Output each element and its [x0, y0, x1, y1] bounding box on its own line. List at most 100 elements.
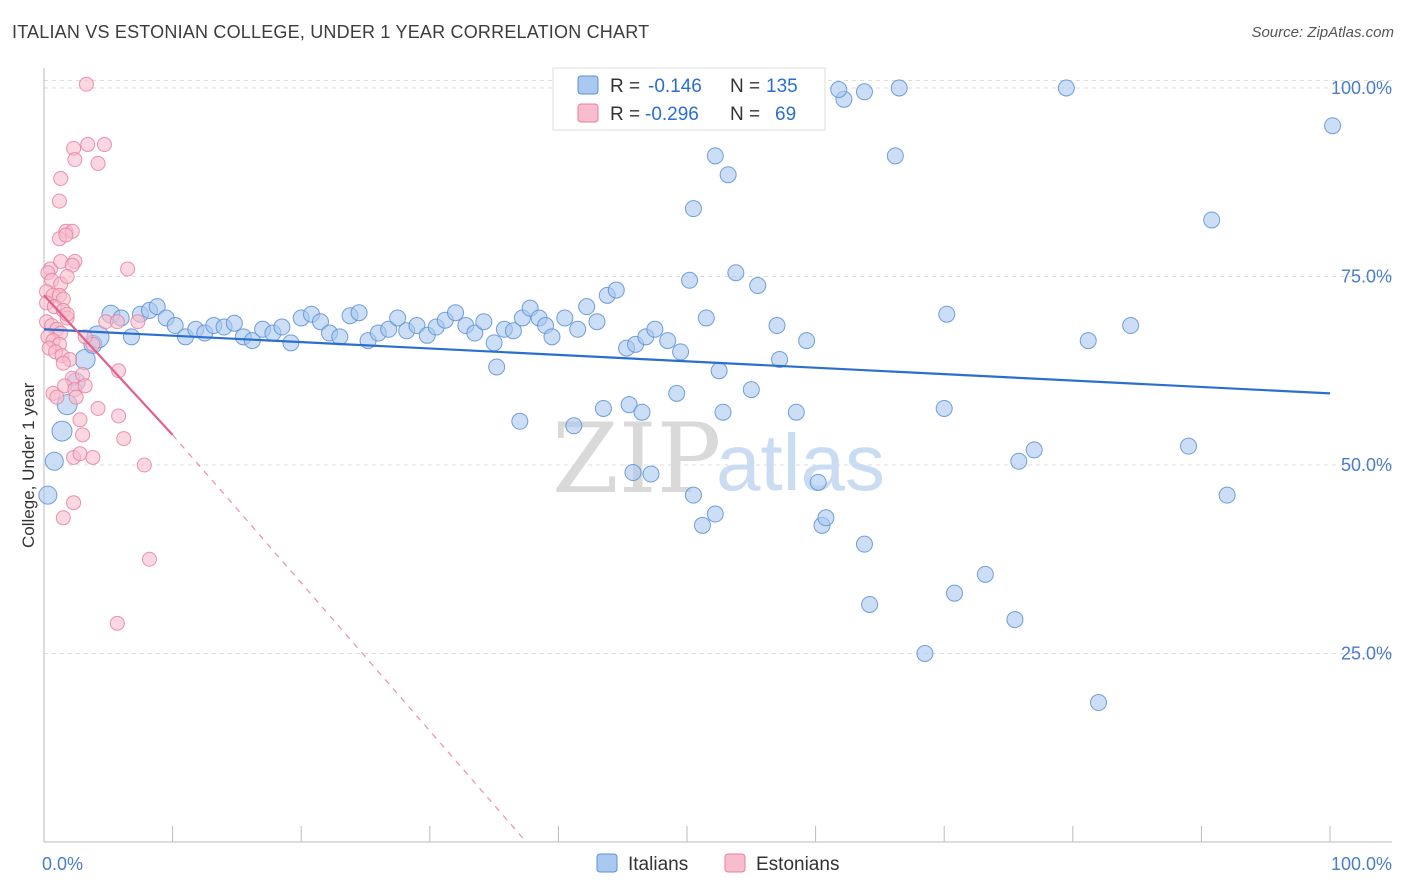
legend-swatch-italians — [577, 75, 599, 95]
italians-point-104 — [916, 645, 934, 662]
series-legend: Italians Estonians — [596, 853, 839, 875]
italians-point-44 — [447, 304, 465, 322]
italians-point-34 — [350, 304, 368, 322]
y-tick-label-25: 25.0% — [1341, 644, 1392, 664]
estonians-point-61 — [72, 446, 88, 462]
italians-point-26 — [273, 318, 291, 336]
axes — [43, 68, 1392, 843]
italians-point-91 — [771, 350, 789, 368]
italians-point-119 — [1324, 117, 1342, 135]
italians-point-59 — [588, 313, 606, 331]
estonians-point-65 — [55, 510, 71, 526]
italians-point-55 — [543, 328, 561, 346]
italians-point-78 — [633, 403, 651, 421]
estonians-point-0 — [78, 76, 94, 92]
italians-point-90 — [768, 317, 786, 335]
estonians-point-67 — [109, 615, 125, 631]
italians-point-92 — [787, 403, 805, 421]
italians-point-32 — [331, 328, 349, 346]
estonians-point-62 — [85, 449, 101, 465]
legend-r-value-italians: -0.146 — [648, 76, 702, 97]
y-tick-label-75: 75.0% — [1341, 267, 1392, 287]
estonians-point-5 — [90, 155, 106, 171]
estonians-point-11 — [58, 227, 74, 243]
italians-point-30 — [311, 313, 329, 331]
italians-point-80 — [668, 384, 686, 402]
italians-point-46 — [466, 324, 484, 342]
italians-point-48 — [485, 334, 503, 352]
italians-point-57 — [569, 320, 587, 338]
italians-point-58 — [578, 298, 596, 316]
italians-point-101 — [890, 79, 908, 97]
estonians-point-4 — [67, 152, 83, 168]
estonians-point-20 — [59, 269, 75, 284]
legend-r-value-estonians: -0.296 — [645, 104, 699, 125]
italians-points — [38, 79, 1342, 712]
italians-point-72 — [488, 358, 506, 376]
estonians-point-44 — [109, 314, 125, 330]
italians-point-69 — [697, 309, 715, 327]
italians-point-83 — [719, 166, 737, 184]
italians-point-89 — [742, 381, 760, 399]
italians-point-73 — [511, 412, 529, 430]
y-tick-label-50: 50.0% — [1341, 455, 1392, 475]
estonians-trend-line — [43, 294, 174, 436]
italians-point-97 — [861, 595, 879, 613]
source-label: Source: ZipAtlas.com — [1251, 24, 1394, 41]
italians-point-37 — [380, 320, 398, 338]
italians-point-82 — [706, 147, 724, 165]
italians-point-93 — [798, 332, 816, 350]
estonians-point-7 — [51, 193, 67, 209]
legend-n-label-italians: N = — [730, 76, 760, 97]
italians-point-61 — [607, 281, 625, 299]
italians-point-88 — [749, 277, 767, 295]
estonians-point-63 — [136, 457, 152, 473]
chart-title: ITALIAN VS ESTONIAN COLLEGE, UNDER 1 YEA… — [12, 22, 650, 42]
italians-point-67 — [672, 343, 690, 361]
italians-point-106 — [938, 305, 956, 323]
italians-point-50 — [504, 322, 522, 340]
italians-point-1 — [44, 451, 64, 471]
italians-point-112 — [1057, 79, 1075, 97]
italians-point-56 — [556, 309, 574, 327]
italians-point-115 — [1122, 317, 1140, 335]
estonians-point-45 — [130, 314, 146, 330]
italians-point-87 — [714, 403, 732, 421]
series-legend-swatch-italians — [596, 853, 618, 873]
series-legend-italians: Italians — [628, 854, 688, 875]
italians-point-65 — [646, 320, 664, 338]
italians-point-71 — [727, 264, 745, 282]
italians-point-110 — [1010, 452, 1028, 470]
italians-point-86 — [706, 505, 724, 523]
italians-point-70 — [710, 362, 728, 380]
italians-point-103 — [855, 535, 873, 553]
trend-lines — [43, 294, 1331, 843]
legend-swatch-estonians — [577, 103, 599, 123]
legend-n-value-estonians: 69 — [775, 104, 796, 125]
italians-point-38 — [389, 309, 407, 327]
series-legend-swatch-estonians — [724, 853, 746, 873]
legend-n-label-estonians: N = — [730, 104, 760, 125]
italians-point-99 — [830, 81, 848, 99]
italians-point-66 — [659, 332, 677, 350]
estonians-point-55 — [90, 400, 106, 416]
italians-point-84 — [684, 486, 702, 504]
estonians-points — [39, 76, 157, 631]
italians-point-108 — [976, 565, 994, 583]
italians-point-15 — [166, 317, 184, 335]
italians-point-10 — [122, 328, 140, 346]
series-legend-estonians: Estonians — [756, 854, 839, 875]
italians-point-116 — [1180, 437, 1198, 455]
estonians-point-57 — [111, 408, 127, 424]
legend-r-label-italians: R = — [610, 76, 640, 97]
estonians-point-58 — [75, 427, 91, 443]
italians-point-114 — [1090, 694, 1108, 712]
x-tick-label-max: 100.0% — [1331, 854, 1392, 874]
legend-r-label-estonians: R = — [610, 104, 640, 125]
italians-trend-line — [43, 328, 1331, 395]
italians-point-47 — [475, 313, 493, 331]
estonians-point-16 — [120, 261, 136, 277]
italians-point-105 — [935, 399, 953, 417]
italians-point-81 — [684, 200, 702, 218]
